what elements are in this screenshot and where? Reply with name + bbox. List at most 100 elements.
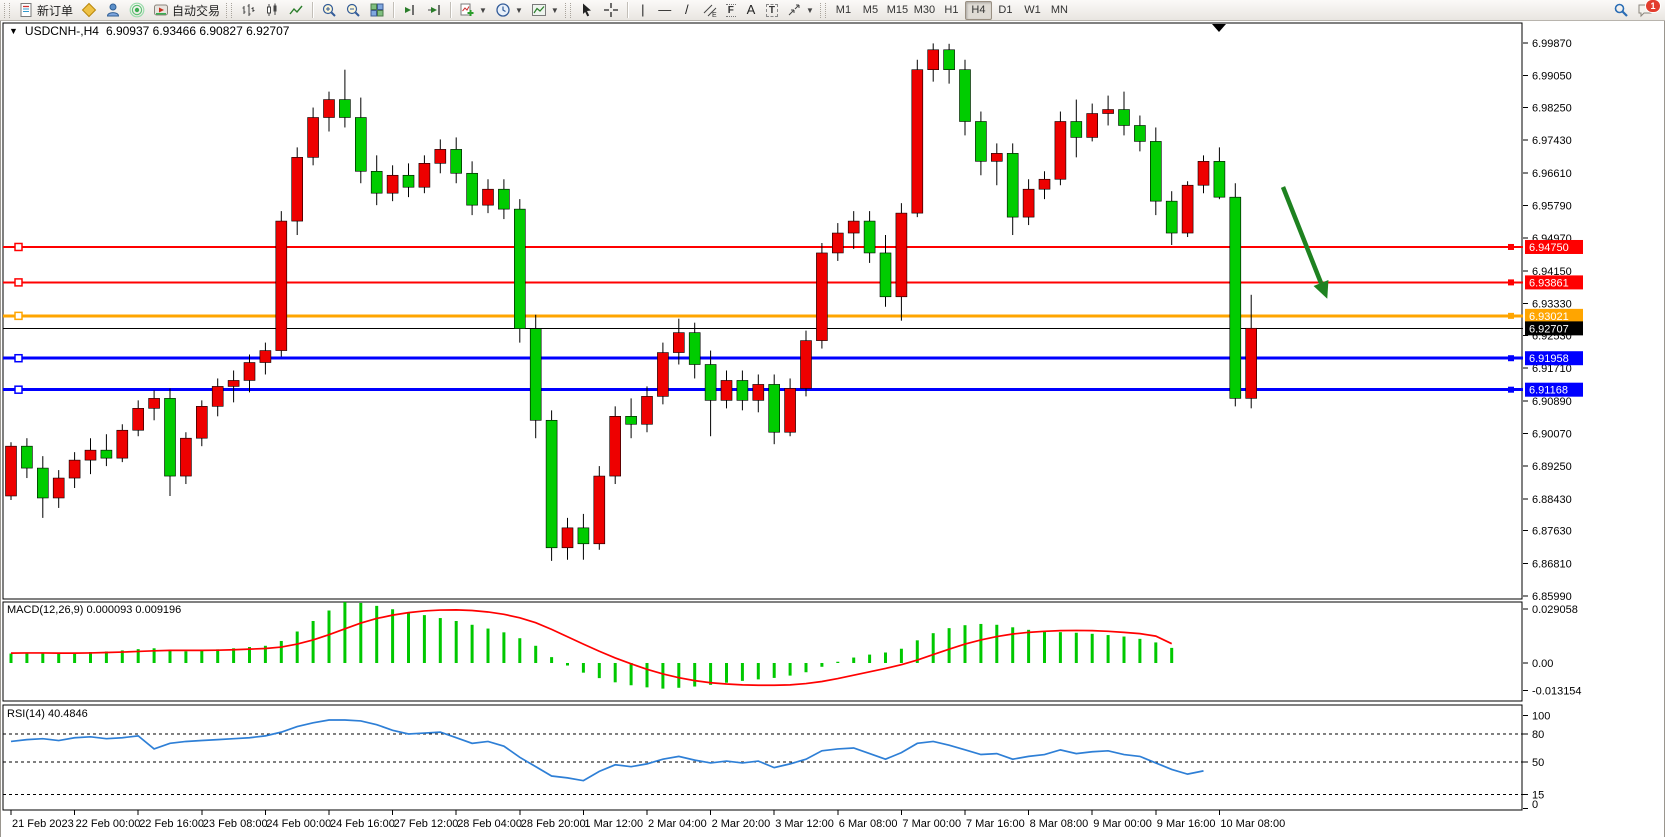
metaeditor-icon	[81, 2, 97, 18]
chart-shift-button[interactable]	[422, 1, 446, 20]
autotrading-label: 自动交易	[172, 3, 221, 18]
notifications-button[interactable]: 1	[1633, 0, 1661, 20]
clock-icon	[496, 3, 510, 17]
line-handle[interactable]	[14, 311, 23, 321]
bar-chart-mode-button[interactable]	[236, 1, 260, 20]
symbol-period-label: USDCNH-,H4	[24, 24, 99, 38]
candle	[5, 442, 17, 500]
time-tick-label: 2 Mar 04:00	[648, 818, 707, 830]
fibonacci-button[interactable]: F	[722, 1, 740, 20]
line-handle[interactable]	[1508, 279, 1514, 286]
arrows-tool-button[interactable]: ▼	[782, 1, 818, 20]
candle	[148, 390, 160, 421]
candle	[1006, 143, 1019, 236]
chart-canvas[interactable]: 6.99870 6.99050 6.98250 6.97430 6.96610 6.957…	[1, 21, 1664, 837]
notification-badge: 1	[1645, 0, 1661, 13]
timeframe-button-m15[interactable]: M15	[884, 1, 911, 20]
timeframe-button-m30[interactable]: M30	[911, 1, 938, 20]
time-tick-label: 9 Mar 00:00	[1093, 818, 1152, 830]
timeframe-button-m1[interactable]: M1	[830, 1, 857, 20]
text-label-button[interactable]: T	[762, 1, 782, 20]
timeframe-button-m5[interactable]: M5	[857, 1, 884, 20]
rsi-tick-label: 0	[1532, 799, 1538, 811]
tile-windows-icon	[370, 3, 384, 17]
price-tag-label: 6.93861	[1529, 277, 1569, 289]
toolbar-separator	[450, 2, 452, 18]
line-handle[interactable]	[14, 385, 23, 394]
rsi-axis: 100 80 50 150	[1523, 710, 1550, 811]
chart-shift-marker[interactable]	[1212, 24, 1226, 32]
line-chart-mode-button[interactable]	[284, 1, 308, 20]
terminal-button[interactable]	[101, 1, 125, 20]
price-tag-label: 6.94750	[1529, 242, 1569, 254]
candle	[466, 161, 478, 216]
periods-button[interactable]: ▼	[491, 1, 527, 20]
rsi-tick-label: 50	[1532, 757, 1544, 769]
candle	[800, 330, 812, 397]
horizontal-price-lines	[3, 242, 1523, 394]
line-handle[interactable]	[1508, 312, 1514, 319]
vertical-line-button[interactable]: |	[632, 1, 654, 20]
timeframe-button-mn[interactable]: MN	[1046, 1, 1073, 20]
time-tick-label: 24 Feb 16:00	[330, 818, 395, 830]
zoom-in-button[interactable]	[317, 1, 341, 20]
timeframe-button-w1[interactable]: W1	[1019, 1, 1046, 20]
auto-scroll-button[interactable]	[398, 1, 422, 20]
candlestick-mode-button[interactable]	[260, 1, 284, 20]
price-tag-label: 6.92707	[1529, 323, 1569, 335]
cursor-button[interactable]	[575, 1, 599, 20]
candle	[450, 137, 463, 184]
trend-arrow-annotation[interactable]	[1280, 186, 1329, 299]
line-handle[interactable]	[1508, 386, 1514, 393]
line-handle[interactable]	[14, 242, 23, 252]
text-button[interactable]: A	[740, 1, 762, 20]
signals-button[interactable]	[125, 1, 149, 20]
time-tick-label: 3 Mar 12:00	[775, 818, 834, 830]
templates-button[interactable]: ▼	[527, 1, 563, 20]
rsi-tick-label: 80	[1532, 729, 1544, 741]
indicators-button[interactable]: ▼	[455, 1, 491, 20]
svg-text:E: E	[712, 12, 717, 18]
equidistant-channel-button[interactable]: E	[698, 1, 722, 20]
timeframe-button-h1[interactable]: H1	[938, 1, 965, 20]
new-order-icon	[20, 3, 32, 17]
candle	[482, 179, 494, 214]
new-order-label: 新订单	[37, 3, 74, 18]
new-order-button[interactable]: 新订单	[14, 1, 77, 20]
candle	[370, 155, 383, 206]
line-handle[interactable]	[14, 353, 23, 363]
timeframe-button-d1[interactable]: D1	[992, 1, 1019, 20]
line-handle[interactable]	[14, 278, 23, 287]
candle	[36, 456, 49, 518]
timeframe-button-h4[interactable]: H4	[964, 0, 992, 20]
time-tick-label: 22 Feb 16:00	[139, 818, 204, 830]
trendline-button[interactable]: /	[676, 1, 698, 20]
line-handle[interactable]	[1508, 243, 1514, 250]
candle	[52, 470, 65, 508]
toolbar-grip[interactable]	[4, 2, 10, 18]
toolbar-grip[interactable]	[564, 2, 571, 18]
candle	[1070, 99, 1083, 158]
toolbar-separator	[312, 2, 314, 18]
collapse-triangle-icon[interactable]: ▼	[9, 26, 18, 36]
horizontal-line-button[interactable]: —	[654, 1, 676, 20]
search-button[interactable]	[1609, 1, 1633, 20]
tile-windows-button[interactable]	[365, 1, 389, 20]
candle	[84, 438, 97, 475]
macd-histogram	[9, 602, 1174, 689]
candles	[5, 43, 1257, 561]
metaeditor-button[interactable]	[77, 1, 101, 20]
candle	[577, 513, 590, 560]
candle	[625, 398, 637, 439]
candle	[641, 386, 653, 433]
time-tick-label: 8 Mar 08:00	[1030, 818, 1089, 830]
crosshair-button[interactable]	[599, 1, 623, 20]
autotrading-button[interactable]: 自动交易	[149, 1, 224, 20]
toolbar-grip[interactable]	[819, 2, 826, 18]
toolbar-grip[interactable]	[226, 2, 233, 18]
zoom-out-button[interactable]	[341, 1, 365, 20]
text-label-icon: T	[765, 3, 779, 17]
line-handle[interactable]	[1508, 355, 1514, 362]
